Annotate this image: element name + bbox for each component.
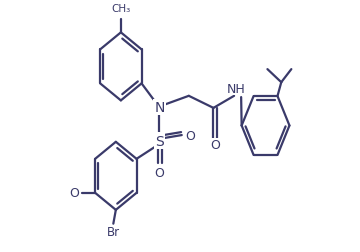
Text: O: O	[185, 129, 195, 142]
Text: NH: NH	[227, 82, 246, 95]
Text: O: O	[154, 166, 164, 179]
Text: O: O	[210, 139, 220, 151]
Text: N: N	[154, 101, 165, 115]
Text: O: O	[69, 186, 79, 200]
Text: S: S	[155, 134, 164, 148]
Text: Br: Br	[107, 225, 120, 238]
Text: CH₃: CH₃	[111, 5, 130, 14]
